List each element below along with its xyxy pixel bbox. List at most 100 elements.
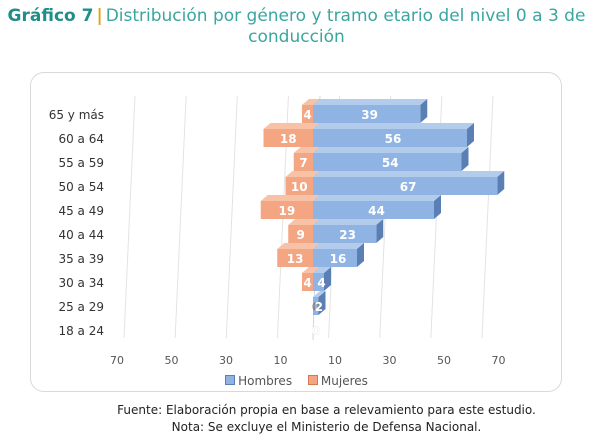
- x-tick-label: 10: [328, 354, 342, 367]
- gridline: [174, 95, 187, 339]
- footer-source: Fuente: Elaboración propia en base a rel…: [117, 403, 536, 417]
- chart-footer: Fuente: Elaboración propia en base a rel…: [0, 402, 593, 436]
- bar-mujeres: [293, 153, 313, 171]
- data-label-hombres: 4: [317, 276, 325, 290]
- bar-hombres-side: [376, 219, 384, 243]
- data-label-mujeres: 9: [296, 228, 304, 242]
- bar-hombres-top: [313, 99, 428, 105]
- data-label-mujeres: 4: [303, 108, 311, 122]
- gridline: [225, 95, 238, 339]
- data-label-hombres: 56: [385, 132, 402, 146]
- bar-hombres-side: [434, 195, 441, 219]
- bar-mujeres-top: [302, 99, 320, 105]
- data-label-mujeres: 7: [299, 156, 307, 170]
- bar-hombres-top: [313, 291, 326, 297]
- bar-hombres-top: [313, 267, 331, 273]
- bar-mujeres: [302, 105, 313, 123]
- x-tick-label: 50: [165, 354, 179, 367]
- gridline: [123, 95, 136, 339]
- bar-hombres-top: [313, 123, 474, 129]
- x-tick-label: 30: [219, 354, 233, 367]
- data-label-mujeres: 0: [312, 324, 320, 338]
- data-label-mujeres: 19: [279, 204, 296, 218]
- bar-hombres: [313, 129, 467, 147]
- bar-mujeres-top: [302, 267, 320, 273]
- bar-mujeres-top: [263, 123, 320, 129]
- bar-hombres-side: [357, 243, 364, 267]
- x-tick-label: 10: [274, 354, 288, 367]
- data-label-mujeres: 4: [303, 276, 311, 290]
- bar-hombres-side: [461, 147, 469, 171]
- bar-hombres: [313, 201, 434, 219]
- x-tick-label: 70: [110, 354, 124, 367]
- bar-hombres-side: [467, 123, 474, 147]
- data-label-hombres: 44: [368, 204, 385, 218]
- category-label: 45 a 49: [58, 204, 104, 218]
- bar-mujeres: [263, 129, 313, 147]
- chart-title-prefix: Gráfico 7: [7, 6, 94, 26]
- category-label: 60 a 64: [58, 132, 104, 146]
- bar-mujeres-top: [293, 147, 320, 153]
- bar-hombres: [313, 153, 462, 171]
- category-label: 18 a 24: [58, 324, 104, 338]
- data-label-hombres: 39: [361, 108, 378, 122]
- chart-title: Gráfico 7 | Distribución por género y tram…: [0, 6, 593, 48]
- bar-hombres: [313, 273, 324, 291]
- gridline: [481, 95, 494, 339]
- bar-mujeres: [302, 273, 313, 291]
- bar-mujeres-top: [285, 171, 320, 177]
- category-label: 30 a 34: [58, 276, 104, 290]
- data-label-hombres: 54: [382, 156, 399, 170]
- data-label-mujeres: 0: [312, 300, 320, 314]
- bar-hombres-side: [324, 267, 331, 291]
- legend-swatch-mujeres: [307, 375, 318, 385]
- data-label-mujeres: 13: [287, 252, 304, 266]
- bar-hombres: [313, 225, 377, 243]
- legend-label-hombres: Hombres: [238, 374, 293, 388]
- category-label: 35 a 39: [58, 252, 104, 266]
- data-label-hombres: 67: [400, 180, 417, 194]
- bar-mujeres: [288, 225, 313, 243]
- bar-hombres-side: [420, 99, 428, 123]
- bar-hombres-top: [313, 195, 441, 201]
- bar-hombres-top: [313, 171, 505, 177]
- data-label-hombres: 16: [330, 252, 347, 266]
- legend-item-hombres: Hombres: [225, 374, 292, 388]
- bar-hombres: [313, 177, 498, 195]
- bar-mujeres: [277, 249, 313, 267]
- category-label: 40 a 44: [58, 228, 104, 242]
- x-tick-label: 50: [437, 354, 451, 367]
- legend-swatch-hombres: [225, 375, 236, 385]
- bar-hombres-top: [313, 147, 469, 153]
- legend-item-mujeres: Mujeres: [307, 374, 368, 388]
- chart-title-separator: |: [96, 6, 103, 26]
- bar-mujeres-top: [277, 243, 320, 249]
- bar-mujeres-top: [260, 195, 320, 201]
- bar-hombres-top: [313, 219, 384, 225]
- data-label-mujeres: 10: [291, 180, 308, 194]
- x-tick-label: 70: [492, 354, 506, 367]
- data-label-mujeres: 18: [280, 132, 297, 146]
- data-label-hombres: 2: [315, 300, 323, 314]
- x-tick-label: 30: [383, 354, 397, 367]
- bar-mujeres-top: [288, 219, 320, 225]
- category-label: 25 a 29: [58, 300, 104, 314]
- data-label-hombres: 0: [312, 324, 320, 338]
- category-label: 50 a 54: [58, 180, 104, 194]
- bar-hombres-side: [318, 291, 326, 315]
- bar-mujeres: [285, 177, 313, 195]
- footer-note: Nota: Se excluye el Ministerio de Defens…: [171, 420, 482, 434]
- bar-hombres: [313, 105, 421, 123]
- bar-hombres: [313, 297, 319, 315]
- bar-hombres-side: [497, 171, 505, 195]
- legend-label-mujeres: Mujeres: [320, 374, 368, 388]
- category-label: 65 y más: [49, 108, 104, 122]
- category-label: 55 a 59: [58, 156, 104, 170]
- data-label-hombres: 23: [339, 228, 356, 242]
- bar-mujeres: [260, 201, 313, 219]
- chart-legend: Hombres Mujeres: [0, 374, 593, 388]
- bar-hombres: [313, 249, 357, 267]
- chart-title-text: Distribución por género y tramo etario d…: [105, 6, 586, 47]
- bar-hombres-top: [313, 243, 364, 249]
